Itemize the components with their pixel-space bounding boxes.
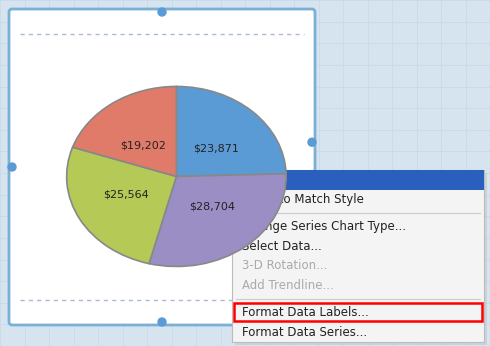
Circle shape xyxy=(194,157,202,165)
Text: $25,564: $25,564 xyxy=(103,190,149,200)
Text: $19,202: $19,202 xyxy=(121,140,166,150)
Bar xyxy=(232,170,484,342)
Text: Change Series Chart Type...: Change Series Chart Type... xyxy=(242,220,406,233)
Text: Reset to Match Style: Reset to Match Style xyxy=(242,193,364,206)
Bar xyxy=(235,173,487,345)
Text: 3-D Rotation...: 3-D Rotation... xyxy=(242,260,327,272)
Text: $28,704: $28,704 xyxy=(189,201,235,211)
Circle shape xyxy=(158,318,166,326)
Wedge shape xyxy=(73,86,176,176)
Wedge shape xyxy=(176,86,286,176)
Bar xyxy=(232,170,484,190)
Circle shape xyxy=(194,234,202,242)
Circle shape xyxy=(110,234,118,242)
Circle shape xyxy=(8,163,16,171)
Text: Format Data Labels...: Format Data Labels... xyxy=(242,306,369,319)
Circle shape xyxy=(308,138,316,146)
FancyBboxPatch shape xyxy=(9,9,315,325)
Text: $23,871: $23,871 xyxy=(193,144,239,154)
Text: Format Data Series...: Format Data Series... xyxy=(242,326,367,339)
Bar xyxy=(234,303,482,321)
Text: Add Trendline...: Add Trendline... xyxy=(242,279,334,292)
Text: Select Data...: Select Data... xyxy=(242,239,322,253)
Wedge shape xyxy=(67,147,176,264)
Text: Delete: Delete xyxy=(242,173,285,186)
Wedge shape xyxy=(149,174,286,266)
Circle shape xyxy=(158,8,166,16)
